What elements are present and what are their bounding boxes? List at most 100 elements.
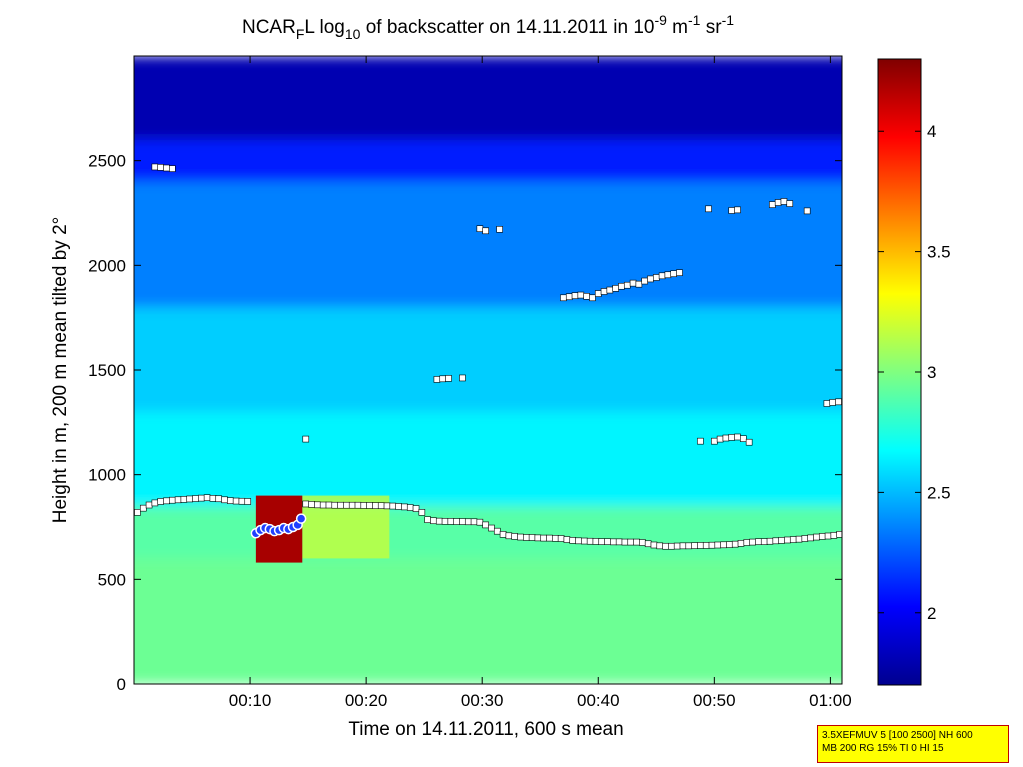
cloud_base-point-43 xyxy=(435,517,443,525)
upper_layers-point-9 xyxy=(476,225,484,232)
y-tick-label-3: 1500 xyxy=(88,361,126,380)
cloud_base-point-69 xyxy=(586,537,594,545)
cloud_base-point-85 xyxy=(679,542,687,550)
cloud_base-point-45 xyxy=(447,518,455,525)
upper_layers-point-24 xyxy=(629,279,637,287)
cloud_base-point-60 xyxy=(534,534,542,542)
upper_layers-point-7 xyxy=(445,375,452,382)
cloud_base-point-63 xyxy=(552,535,559,542)
upper_layers-point-36 xyxy=(722,434,730,442)
settings-line-2: MB 200 RG 15% TI 0 HI 15 xyxy=(822,743,944,754)
cloud_base-point-112 xyxy=(836,531,842,538)
cloud_base-point-9 xyxy=(186,495,194,503)
upper_layers-point-15 xyxy=(577,291,585,299)
cloud_base-point-82 xyxy=(662,542,669,550)
x-tick-label-2: 00:30 xyxy=(461,691,504,710)
cloud_base-point-20 xyxy=(302,500,310,508)
upper_layers-point-38 xyxy=(734,433,741,441)
upper_layers-point-28 xyxy=(652,274,660,281)
cloud_base-point-51 xyxy=(482,521,489,529)
cloud_base-point-61 xyxy=(540,534,548,542)
colorbar-tick-label-4: 4 xyxy=(927,122,936,141)
cloud_base-point-15 xyxy=(221,496,228,504)
cloud_base-point-1 xyxy=(139,504,147,512)
field-band-3 xyxy=(134,307,842,412)
upper_layers-point-2 xyxy=(163,164,170,172)
cloud_base-point-25 xyxy=(331,501,339,509)
upper_layers-point-40 xyxy=(745,438,753,446)
upper_layers-point-42 xyxy=(728,207,736,214)
colorbar-tick-label-2: 3 xyxy=(927,363,936,382)
settings-line-1: 3.5XEFMUV 5 [100 2500] NH 600 xyxy=(822,730,973,741)
x-tick-label-4: 00:50 xyxy=(693,691,736,710)
colorbar-tick-label-0: 2 xyxy=(927,604,936,623)
cloud_base-point-79 xyxy=(644,540,652,548)
cloud_base-point-97 xyxy=(749,538,756,546)
cloud_base-point-101 xyxy=(772,537,780,545)
cloud_base-point-27 xyxy=(343,501,350,509)
cloud_base-point-41 xyxy=(424,516,431,523)
cloud_base-point-24 xyxy=(325,501,333,509)
cloud_base-point-2 xyxy=(145,501,153,509)
cloud_base-point-70 xyxy=(592,538,600,545)
cloud_base-point-39 xyxy=(412,505,420,512)
cloud_base-point-49 xyxy=(470,518,478,526)
cloud_base-point-50 xyxy=(476,518,484,526)
upper_layers-point-20 xyxy=(606,286,614,294)
cloud_base-point-59 xyxy=(528,534,536,541)
field-band-4 xyxy=(134,181,842,308)
cloud_base-point-72 xyxy=(604,538,611,545)
field-band-5 xyxy=(134,139,842,182)
cloud_base-point-10 xyxy=(192,495,199,502)
cloud_base-point-76 xyxy=(627,538,635,546)
y-tick-label-4: 2000 xyxy=(88,256,126,275)
upper_layers-point-18 xyxy=(594,290,602,297)
upper_layers-point-11 xyxy=(496,226,503,233)
cloud_base-point-17 xyxy=(232,497,240,505)
upper_layers-point-51 xyxy=(835,398,842,406)
upper_layers-point-30 xyxy=(664,271,672,279)
y-tick-label-2: 1000 xyxy=(88,466,126,485)
cloud_base-point-36 xyxy=(395,503,402,510)
upper_layers-point-17 xyxy=(589,294,596,302)
cloud_base-point-102 xyxy=(778,537,785,544)
x-tick-label-1: 00:20 xyxy=(345,691,388,710)
x-tick-label-3: 00:40 xyxy=(577,691,620,710)
cloud_base-point-21 xyxy=(308,501,315,508)
cloud_base-point-0 xyxy=(134,509,141,516)
plot-area xyxy=(134,56,842,684)
upper_layers-point-3 xyxy=(169,165,176,172)
cloud_base-point-35 xyxy=(389,502,397,510)
upper_layers-point-6 xyxy=(439,375,447,383)
cloud_base-point-81 xyxy=(656,542,664,550)
cloud_base-point-66 xyxy=(569,537,577,544)
cloud_base-point-30 xyxy=(360,502,368,509)
cloud_base-point-108 xyxy=(813,533,820,541)
upper_layers-point-4 xyxy=(302,435,310,443)
cloud_base-point-90 xyxy=(708,541,716,549)
cloud_base-point-7 xyxy=(174,496,182,504)
cloud_base-point-46 xyxy=(453,518,460,525)
cloud_base-point-98 xyxy=(755,538,762,545)
upper_layers-point-25 xyxy=(635,280,643,288)
cloud_base-point-40 xyxy=(418,509,426,516)
cloud_base-point-6 xyxy=(169,496,176,504)
cloud_base-point-12 xyxy=(203,494,211,501)
cloud_base-point-14 xyxy=(215,495,223,503)
cloud_base-point-8 xyxy=(180,496,188,503)
upper_layers-point-13 xyxy=(565,293,573,301)
upper_layers-point-0 xyxy=(151,163,159,171)
cloud_base-point-54 xyxy=(499,531,507,538)
cloud_base-point-77 xyxy=(633,538,640,546)
cloud_base-point-99 xyxy=(760,538,768,545)
cloud_base-point-44 xyxy=(441,518,449,525)
upper_layers-point-27 xyxy=(647,275,654,283)
cloud_base-point-106 xyxy=(801,535,809,542)
colorbar-ticks: 2 2.5 3 3.5 4 xyxy=(878,122,951,623)
y-axis-ticks: 0 500 1000 1500 2000 2500 xyxy=(88,152,842,694)
cloud_base-point-42 xyxy=(430,517,437,525)
cloud_base-point-111 xyxy=(830,532,838,539)
cloud_base-point-56 xyxy=(511,533,518,540)
upper_layers-point-31 xyxy=(670,270,678,278)
